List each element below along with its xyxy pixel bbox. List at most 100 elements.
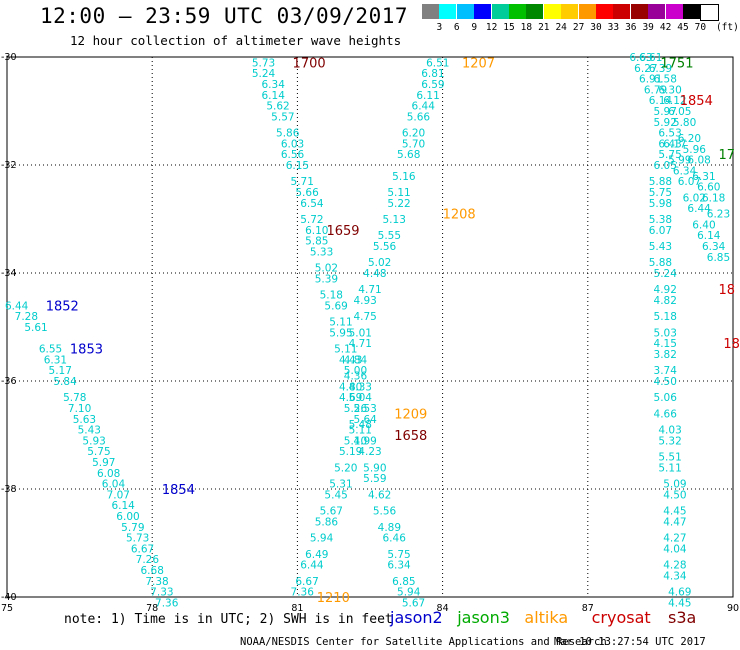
wave-height-value: 4.03 xyxy=(658,425,681,437)
wave-height-value: 3.74 xyxy=(654,365,678,377)
wave-height-value: 3.82 xyxy=(654,349,677,361)
wave-height-value: 6.67 xyxy=(295,576,318,588)
wave-height-value: 6.44 xyxy=(687,203,711,215)
footnote: note: 1) Time is in UTC; 2) SWH is in fe… xyxy=(64,612,393,627)
wave-height-value: 6.05 xyxy=(668,106,691,118)
pass-time-label: 1207 xyxy=(462,56,495,71)
colorbar-label: 39 xyxy=(642,22,654,33)
wave-height-value: 5.84 xyxy=(53,376,77,388)
wave-height-value: 5.53 xyxy=(353,403,376,415)
wave-height-value: 6.44 xyxy=(300,560,324,572)
wave-height-value: 4.23 xyxy=(358,446,381,458)
wave-height-value: 5.45 xyxy=(324,489,347,501)
colorbar-swatch xyxy=(422,4,439,19)
wave-height-value: 6.30 xyxy=(658,84,681,96)
wave-height-value: 5.64 xyxy=(353,414,377,426)
pass-time-label: 18 xyxy=(718,283,735,298)
wave-height-value: 5.88 xyxy=(649,257,672,269)
colorbar-swatch xyxy=(526,4,544,19)
pass-time-label: 18 xyxy=(723,337,740,352)
wave-height-value: 5.02 xyxy=(315,263,338,275)
y-tick-label: -36 xyxy=(1,376,17,387)
wave-height-value: 6.10 xyxy=(305,225,328,237)
wave-height-value: 5.66 xyxy=(295,187,319,199)
pass-time-label: 1209 xyxy=(394,407,427,422)
wave-height-value: 6.11 xyxy=(416,90,439,102)
wave-height-value: 5.16 xyxy=(392,171,416,183)
wave-height-value: 5.92 xyxy=(654,117,677,129)
wave-height-value: 6.07 xyxy=(649,225,672,237)
wave-height-value: 4.15 xyxy=(654,338,677,350)
wave-height-value: 5.09 xyxy=(663,479,686,491)
x-tick-label: 90 xyxy=(727,603,739,614)
wave-height-value: 5.86 xyxy=(276,128,300,140)
colorbar-swatch xyxy=(630,4,648,19)
wave-height-value: 6.12 xyxy=(663,95,686,107)
generated-timestamp: Mar 10 13:27:54 UTC 2017 xyxy=(554,636,706,648)
pass-time-label: 1852 xyxy=(46,299,79,314)
wave-height-value: 5.04 xyxy=(349,392,373,404)
colorbar-label: 15 xyxy=(503,22,515,33)
wave-height-value: 4.75 xyxy=(353,311,376,323)
wave-height-value: 5.59 xyxy=(363,473,386,485)
wave-height-value: 5.51 xyxy=(658,452,681,464)
wave-height-value: 7.28 xyxy=(15,311,38,323)
wave-height-value: 5.85 xyxy=(305,236,328,248)
wave-height-value: 5.11 xyxy=(349,425,372,437)
wave-height-value: 6.17 xyxy=(663,138,686,150)
wave-height-value: 5.00 xyxy=(344,365,367,377)
page-title: 12:00 – 23:59 UTC 03/09/2017 xyxy=(40,4,409,28)
wave-height-value: 5.72 xyxy=(300,214,323,226)
legend-item-altika: altika xyxy=(524,608,569,627)
wave-height-value: 7.33 xyxy=(150,587,173,599)
wave-height-value: 4.27 xyxy=(663,533,686,545)
wave-height-value: 5.31 xyxy=(329,479,352,491)
wave-height-value: 5.43 xyxy=(649,241,672,253)
wave-height-value: 5.94 xyxy=(397,587,421,599)
wave-height-value: 5.75 xyxy=(387,549,410,561)
colorbar-label: 3 xyxy=(436,22,443,33)
wave-height-value: 6.20 xyxy=(402,128,425,140)
wave-height-value: 5.18 xyxy=(654,311,677,323)
wave-height-value: 5.56 xyxy=(373,506,397,518)
wave-height-value: 6.18 xyxy=(702,192,725,204)
wave-height-value: 6.02 xyxy=(683,192,706,204)
x-tick-label: 78 xyxy=(146,603,158,614)
wave-height-value: 5.66 xyxy=(407,111,431,123)
wave-height-value: 6.60 xyxy=(697,182,720,194)
wave-height-value: 5.13 xyxy=(383,214,406,226)
pass-time-label: 1751 xyxy=(660,56,693,71)
y-tick-label: -34 xyxy=(1,268,17,279)
colorbar-label: 18 xyxy=(520,22,533,33)
colorbar-swatch xyxy=(683,4,700,19)
wave-height-value: 5.67 xyxy=(402,597,425,609)
legend-item-jason3: jason3 xyxy=(457,608,510,627)
wave-height-value: 6.20 xyxy=(678,133,701,145)
wave-height-value: 5.57 xyxy=(271,111,294,123)
wave-height-value: 6.03 xyxy=(281,138,304,150)
map-frame xyxy=(6,56,734,598)
wave-height-value: 5.43 xyxy=(78,425,101,437)
wave-height-value: 4.28 xyxy=(663,560,686,572)
wave-height-value: 6.34 xyxy=(262,79,286,91)
colorbar-label: 21 xyxy=(538,22,550,33)
wave-height-value: 6.34 xyxy=(673,165,697,177)
credit-text: NOAA/NESDIS Center for Satellite Applica… xyxy=(240,636,607,648)
wave-height-value: 6.91 xyxy=(639,74,662,86)
pass-time-label: 1659 xyxy=(326,224,359,239)
colorbar-label: 33 xyxy=(607,22,620,33)
wave-height-value: 5.19 xyxy=(339,446,362,458)
wave-height-value: 5.03 xyxy=(654,327,677,339)
wave-height-value: 5.61 xyxy=(24,322,47,334)
y-tick-label: -32 xyxy=(1,160,17,171)
wave-height-value: 6.54 xyxy=(300,198,324,210)
wave-height-value: 5.73 xyxy=(126,533,149,545)
wave-height-value: 5.38 xyxy=(649,214,672,226)
wave-height-value: 4.45 xyxy=(668,597,691,609)
wave-height-value: 5.11 xyxy=(387,187,410,199)
wave-height-value: 4.66 xyxy=(654,408,678,420)
wave-height-value: 4.36 xyxy=(344,371,368,383)
wave-height-value: 5.02 xyxy=(368,257,391,269)
wave-height-value: 5.75 xyxy=(87,446,110,458)
wave-height-value: 6.31 xyxy=(44,354,67,366)
